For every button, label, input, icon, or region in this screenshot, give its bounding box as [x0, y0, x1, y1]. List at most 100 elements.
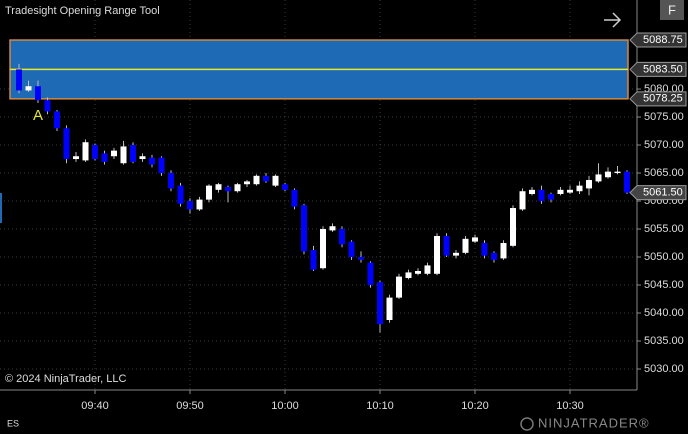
candle-body — [310, 250, 317, 270]
candle-body — [177, 185, 184, 204]
candle-body — [472, 237, 478, 242]
plot — [9, 39, 630, 333]
candle-body — [120, 146, 127, 164]
candle-body — [244, 181, 250, 185]
candle-body — [538, 189, 545, 202]
range-mid-tag-label: 5083.50 — [643, 63, 683, 75]
last-price-tag-label: 5061.50 — [643, 187, 683, 199]
y-tick-label: 5075.00 — [644, 111, 684, 123]
x-tick-label: 09:50 — [176, 400, 204, 412]
candle-body — [586, 180, 592, 189]
range-mid-tag — [629, 61, 687, 77]
candle-body — [73, 156, 79, 160]
candle-body — [16, 69, 22, 91]
candle-body — [291, 189, 298, 207]
candle-body — [35, 86, 41, 101]
candle-body — [367, 262, 374, 286]
candle-body — [624, 171, 630, 193]
candle-body — [82, 142, 89, 161]
y-tick-label: 5040.00 — [644, 307, 684, 319]
candle-body — [92, 145, 98, 160]
candle-body — [234, 184, 241, 192]
candle-body — [434, 236, 440, 274]
copyright: © 2024 NinjaTrader, LLC — [5, 373, 126, 385]
candle-body — [396, 276, 402, 298]
candle-body — [320, 229, 326, 269]
last-price-tag — [629, 185, 687, 201]
y-tick-label: 5030.00 — [644, 363, 684, 375]
range-low-tag — [629, 91, 687, 107]
candle-body — [510, 208, 516, 246]
y-tick-label: 5035.00 — [644, 335, 684, 347]
candle-body — [44, 100, 51, 112]
annotation: A — [33, 107, 43, 124]
candle-body — [358, 257, 364, 260]
y-tick-label: 5070.00 — [644, 139, 684, 151]
candle-body — [225, 187, 231, 192]
candle-body — [576, 185, 583, 192]
candle-body — [215, 184, 222, 190]
range-low-tag-label: 5078.25 — [643, 93, 683, 105]
candle-body — [282, 184, 288, 190]
candle-body — [206, 185, 212, 200]
candle-body — [377, 282, 383, 325]
arrow-icon[interactable] — [604, 12, 622, 28]
candle-body — [519, 191, 526, 210]
y-tick-label: 5065.00 — [644, 167, 684, 179]
side-marker — [0, 193, 2, 223]
candle-body — [405, 272, 412, 279]
candle-body — [63, 128, 70, 160]
x-tick-label: 10:20 — [461, 400, 489, 412]
y-tick-label: 5045.00 — [644, 279, 684, 291]
candle-body — [329, 226, 336, 231]
candle-body — [567, 189, 573, 193]
candle-body — [424, 265, 431, 274]
candle-body — [443, 236, 450, 256]
candle-body — [253, 175, 260, 185]
logo-icon — [520, 417, 534, 431]
candle-body — [614, 171, 621, 174]
candle-body — [386, 297, 393, 321]
range-high-tag — [629, 32, 687, 48]
button-label[interactable]: F — [668, 2, 676, 17]
candle-body — [557, 189, 564, 195]
x-tick-label: 10:10 — [366, 400, 394, 412]
candle-body — [139, 156, 146, 160]
candle-body — [491, 252, 497, 260]
candle-body — [605, 171, 611, 178]
candle-body — [595, 174, 602, 182]
candle-body — [462, 238, 469, 253]
candle-body — [54, 111, 60, 129]
candle-body — [187, 201, 193, 210]
candle-body — [415, 271, 421, 274]
candle-body — [339, 229, 345, 245]
candle-body — [111, 150, 117, 157]
logo: NINJATRADER® — [538, 415, 650, 430]
candle-body — [453, 252, 459, 256]
candle-body — [101, 153, 108, 162]
candle-body — [149, 157, 155, 165]
candle-body — [25, 86, 32, 91]
candle-body — [263, 175, 269, 182]
x-tick-label: 10:00 — [271, 400, 299, 412]
range-high-tag-label: 5088.75 — [643, 34, 683, 46]
candle-body — [196, 199, 203, 210]
x-tick-label: 09:40 — [81, 400, 109, 412]
button[interactable] — [660, 0, 684, 20]
candle-body — [168, 173, 174, 189]
candle-body — [348, 241, 355, 258]
candle-body — [130, 145, 136, 162]
candle-body — [158, 157, 165, 174]
candle-body — [272, 175, 279, 186]
y-tick-label: 5050.00 — [644, 251, 684, 263]
y-tick-label: 5055.00 — [644, 223, 684, 235]
instrument: ES — [7, 418, 19, 428]
candle-body — [500, 243, 507, 259]
candle-body — [481, 243, 488, 256]
candle-body — [301, 205, 307, 252]
chart-title: Tradesight Opening Range Tool — [5, 5, 160, 17]
candle-body — [529, 189, 535, 195]
x-tick-label: 10:30 — [556, 400, 584, 412]
candle-body — [548, 194, 554, 200]
